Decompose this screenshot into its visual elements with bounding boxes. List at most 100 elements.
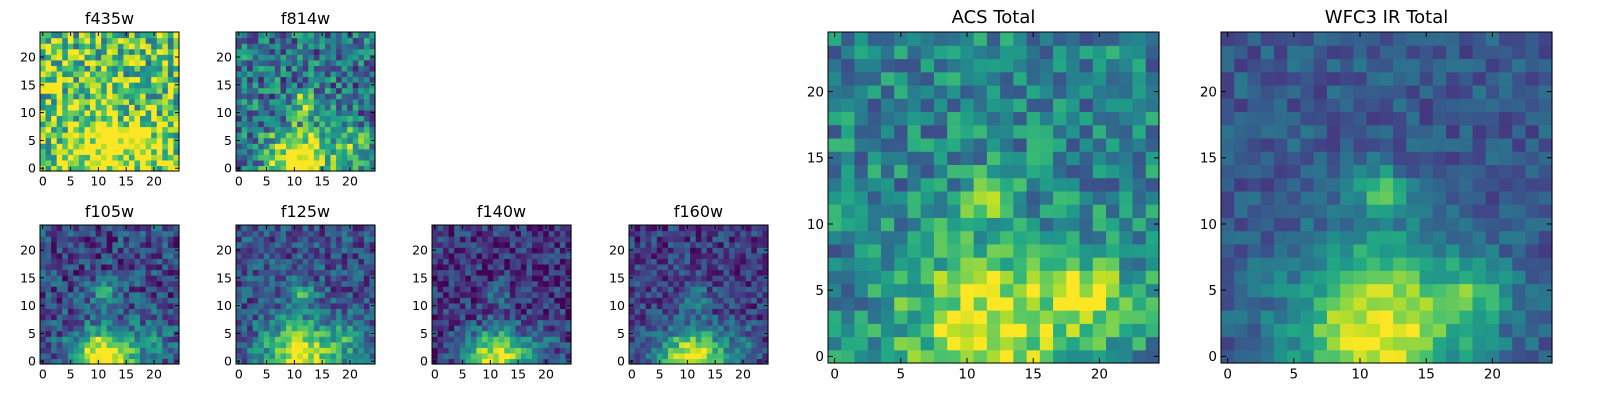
heatmap-cell [123, 263, 130, 271]
heatmap-cell [1340, 257, 1354, 271]
heatmap-cell [280, 48, 287, 55]
heatmap-cell [740, 330, 747, 337]
heatmap-cell [476, 347, 483, 354]
heatmap-cell [319, 37, 326, 44]
heatmap-cell [729, 325, 736, 332]
heatmap-cell [476, 308, 483, 315]
heatmap-cell [448, 269, 455, 276]
heatmap-cell [140, 225, 147, 232]
heatmap-cell [1525, 323, 1540, 338]
heatmap-cell [341, 330, 348, 337]
heatmap-cell [1039, 323, 1054, 338]
heatmap-cell [1538, 336, 1553, 351]
heatmap-cell [51, 126, 58, 133]
heatmap-cell [151, 286, 158, 293]
heatmap-cell [1393, 217, 1407, 232]
heatmap-cell [751, 352, 758, 360]
heatmap-cell [729, 269, 736, 276]
heatmap-cell [1393, 270, 1407, 285]
heatmap-cell [263, 82, 270, 89]
heatmap-cell [62, 159, 69, 167]
heatmap-cell [515, 269, 522, 276]
heatmap-cell [269, 148, 276, 155]
heatmap-cell [437, 275, 444, 282]
heatmap-cell [140, 241, 147, 248]
heatmap-cell [1340, 283, 1354, 298]
heatmap-cell [252, 236, 259, 243]
heatmap-cell [252, 32, 259, 39]
heatmap-cell [101, 358, 108, 365]
x-tick-label: 20 [146, 367, 162, 382]
heatmap-cell [95, 236, 102, 243]
heatmap-cell [841, 177, 856, 192]
heatmap-cell [62, 82, 69, 89]
heatmap-cell [258, 82, 265, 89]
heatmap-cell [302, 132, 309, 139]
heatmap-cell [476, 275, 483, 282]
heatmap-cell [112, 269, 119, 276]
heatmap-cell [554, 347, 561, 354]
heatmap-cell [1340, 296, 1354, 311]
heatmap-cell [330, 225, 337, 232]
heatmap-cell [645, 308, 652, 315]
heatmap-cell [756, 358, 764, 365]
heatmap-cell [986, 230, 1001, 245]
heatmap-cell [504, 325, 511, 332]
heatmap-cell [258, 247, 265, 254]
heatmap-cell [269, 319, 276, 326]
heatmap-cell [482, 241, 489, 248]
heatmap-cell [156, 347, 163, 354]
heatmap-cell [291, 159, 298, 167]
heatmap-cell [651, 241, 658, 248]
heatmap-cell [308, 352, 315, 360]
heatmap-cell [84, 352, 91, 360]
heatmap-cell [1000, 204, 1014, 218]
heatmap-cell [252, 336, 259, 343]
heatmap-cell [656, 258, 663, 265]
heatmap-cell [236, 319, 243, 326]
heatmap-cell [236, 93, 243, 100]
heatmap-cell [347, 148, 354, 155]
heatmap-cell [548, 308, 555, 315]
heatmap-cell [1053, 270, 1067, 285]
heatmap-cell [62, 120, 69, 128]
heatmap-cell [84, 280, 91, 287]
heatmap-cell [341, 165, 348, 172]
heatmap-cell [537, 280, 544, 287]
heatmap-cell [101, 291, 108, 298]
heatmap-cell [1379, 190, 1394, 205]
heatmap-cell [106, 154, 113, 161]
heatmap-cell [291, 302, 298, 309]
heatmap-cell [559, 269, 567, 276]
heatmap-cell [470, 341, 478, 348]
heatmap-cell [515, 297, 522, 304]
heatmap-cell [274, 54, 282, 61]
heatmap-cell [1406, 283, 1421, 298]
heatmap-cell [986, 283, 1001, 298]
heatmap-cell [745, 258, 752, 265]
heatmap-cell [907, 257, 922, 271]
heatmap-cell [1459, 296, 1474, 311]
heatmap-cell [56, 275, 63, 282]
heatmap-cell [156, 280, 163, 287]
heatmap-cell [90, 109, 97, 116]
heatmap-cell [487, 319, 494, 326]
heatmap-cell [880, 71, 895, 86]
heatmap-cell [667, 341, 675, 348]
heatmap-cell [134, 154, 141, 161]
heatmap-cell [1432, 177, 1447, 192]
heatmap-cell [40, 236, 47, 243]
heatmap-cell [128, 32, 136, 39]
heatmap-cell [352, 148, 359, 155]
heatmap-cell [1247, 336, 1262, 351]
heatmap-cell [62, 347, 69, 354]
heatmap-cell [1525, 204, 1540, 218]
heatmap-cell [280, 241, 287, 248]
heatmap-cell [363, 59, 371, 66]
heatmap-cell [880, 230, 895, 245]
heatmap-cell [236, 143, 243, 150]
heatmap-cell [907, 84, 922, 99]
heatmap-cell [1419, 257, 1434, 271]
heatmap-cell [640, 291, 647, 298]
heatmap-cell [745, 236, 752, 243]
